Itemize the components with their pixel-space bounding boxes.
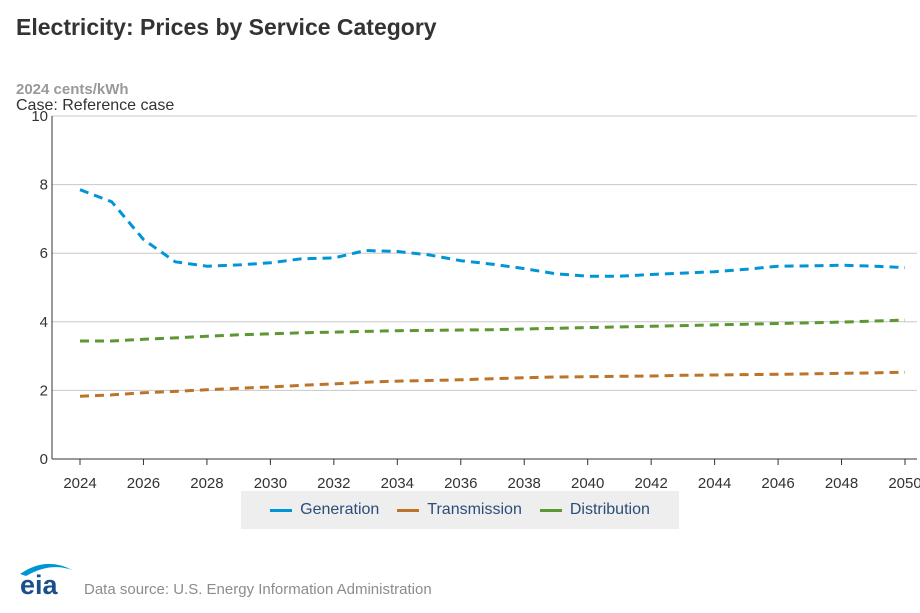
x-tick-label-2042: 2042 [634,475,667,492]
x-tick-label-2050: 2050 [888,475,920,492]
legend-item-transmission[interactable]: Transmission [397,501,522,519]
chart-title: Electricity: Prices by Service Category [16,14,437,40]
y-tick-label-4: 4 [40,314,48,331]
eia-logo-text: eia [20,570,59,600]
data-source: Data source: U.S. Energy Information Adm… [84,581,432,598]
eia-logo[interactable]: eia [16,560,76,600]
legend-item-generation[interactable]: Generation [270,501,379,519]
y-tick-label-10: 10 [31,108,48,125]
series-line-generation [79,188,906,278]
legend-label-distribution: Distribution [569,501,650,518]
y-tick-label-0: 0 [40,451,48,468]
series-line-distribution [80,318,906,343]
x-tick-label-2032: 2032 [317,475,350,492]
y-tick-label-8: 8 [40,177,48,194]
case-label: Case: Reference case [16,97,175,114]
x-tick-label-2048: 2048 [825,475,858,492]
x-tick-label-2030: 2030 [254,475,287,492]
series-line-transmission [79,370,906,398]
x-tick-label-2046: 2046 [761,475,794,492]
x-tick-label-2028: 2028 [190,475,223,492]
y-tick-label-6: 6 [40,245,48,262]
legend-label-generation: Generation [300,501,380,518]
eia-logo-swoosh [20,563,72,576]
legend-swatch-generation [270,508,293,512]
legend: Generation Transmission Distribution [241,491,679,529]
legend-item-distribution[interactable]: Distribution [539,501,650,519]
x-tick-label-2026: 2026 [127,475,160,492]
x-tick-label-2034: 2034 [381,475,414,492]
x-tick-label-2024: 2024 [63,475,96,492]
x-tick-label-2038: 2038 [508,475,541,492]
x-tick-label-2036: 2036 [444,475,477,492]
legend-swatch-distribution [539,508,562,512]
y-tick-label-2: 2 [40,382,48,399]
x-tick-label-2044: 2044 [698,475,731,492]
units-label: 2024 cents/kWh [16,81,129,98]
legend-swatch-transmission [397,508,420,512]
x-tick-label-2040: 2040 [571,475,604,492]
legend-label-transmission: Transmission [427,501,522,518]
